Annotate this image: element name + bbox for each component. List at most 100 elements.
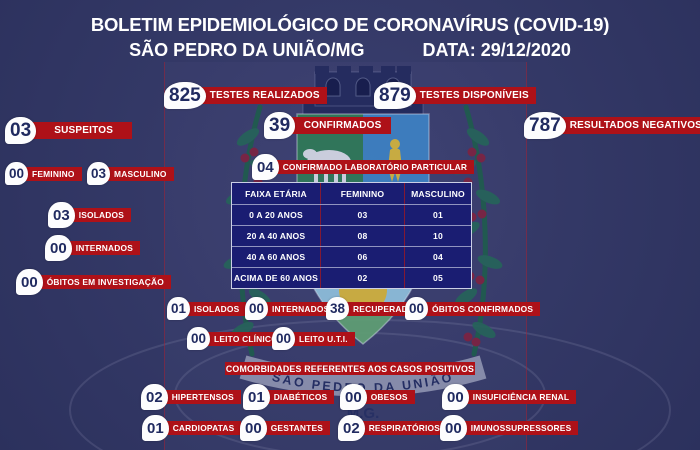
stat-cardiopatas: 01 CARDIOPATAS [142, 415, 242, 441]
table-cell: 08 [320, 226, 404, 246]
stat-leito-clinico: 00 LEITO CLÍNICO [187, 327, 285, 350]
stat-value: 38 [330, 301, 346, 316]
stat-hipertensos: 02 HIPERTENSOS [141, 384, 241, 410]
stat-confirmados-internados: 00 INTERNADOS [245, 297, 337, 320]
table-cell: ACIMA DE 60 ANOS [233, 273, 319, 283]
stat-value-bubble: 03 [87, 162, 111, 185]
stat-value: 879 [379, 84, 411, 106]
stat-value-bubble: 02 [141, 384, 168, 410]
table-cell: 05 [404, 268, 471, 288]
stat-value-bubble: 39 [264, 112, 296, 139]
table-cell: 01 [404, 205, 471, 225]
stat-confirmados: 39 CONFIRMADOS [264, 112, 392, 139]
stat-confirmado-lab-particular: 04 CONFIRMADO LABORATÓRIO PARTICULAR [252, 154, 475, 180]
stat-label: FEMININO [19, 166, 82, 181]
stat-value-bubble: 00 [272, 327, 296, 350]
stat-label: OBESOS [357, 390, 415, 404]
table-cell: 0 A 20 ANOS [249, 210, 303, 220]
stat-value: 04 [257, 158, 274, 176]
stat-label: CONFIRMADOS [286, 117, 392, 134]
stat-value-bubble: 00 [440, 415, 467, 441]
stat-value-bubble: 38 [326, 297, 350, 320]
table-cell: 20 A 40 ANOS [246, 231, 306, 241]
stat-value: 825 [169, 84, 201, 106]
stat-value-bubble: 00 [245, 297, 269, 320]
stat-label: ISOLADOS [181, 301, 247, 316]
header: BOLETIM EPIDEMIOLÓGICO DE CORONAVÍRUS (C… [0, 12, 700, 62]
table-cell: 04 [404, 247, 471, 267]
stat-value: 00 [249, 301, 265, 316]
stat-value: 39 [269, 114, 291, 136]
stat-leito-uti: 00 LEITO U.T.I. [272, 327, 355, 350]
stat-value: 03 [53, 206, 70, 224]
table-header-cell: FAIXA ETÁRIA [245, 188, 307, 199]
stat-label: TESTES DISPONÍVEIS [406, 87, 536, 104]
stat-value-bubble: 00 [405, 297, 429, 320]
stat-value-bubble: 825 [164, 82, 206, 109]
stat-label: ÓBITOS CONFIRMADOS [419, 301, 541, 316]
stat-suspeitos-internados: 00 INTERNADOS [45, 235, 141, 261]
stat-value: 787 [529, 114, 561, 136]
stat-value: 02 [146, 388, 163, 406]
stat-value: 00 [447, 388, 464, 406]
stat-resultados-negativos: 787 RESULTADOS NEGATIVOS [524, 112, 700, 139]
page-title: BOLETIM EPIDEMIOLÓGICO DE CORONAVÍRUS (C… [90, 14, 610, 35]
stat-value-bubble: 00 [16, 269, 43, 295]
stat-insuficiencia-renal: 00 INSUFICIÊNCIA RENAL [442, 384, 577, 410]
stat-label: LEITO U.T.I. [286, 331, 355, 346]
stat-label: INSUFICIÊNCIA RENAL [459, 390, 577, 404]
stat-label: DIABÉTICOS [260, 390, 335, 404]
stat-testes-disponiveis: 879 TESTES DISPONÍVEIS [374, 82, 536, 109]
stat-value-bubble: 01 [167, 297, 191, 320]
stat-value: 00 [445, 419, 462, 437]
stat-suspeitos: 03 SUSPEITOS [5, 117, 133, 144]
stat-confirmados-isolados: 01 ISOLADOS [167, 297, 247, 320]
stat-value-bubble: 01 [243, 384, 270, 410]
stat-value: 00 [276, 331, 292, 346]
stat-value-bubble: 00 [187, 327, 211, 350]
stat-label: MASCULINO [101, 166, 174, 181]
stat-value-bubble: 01 [142, 415, 169, 441]
table-header-row: FAIXA ETÁRIA FEMININO MASCULINO [232, 183, 471, 204]
table-cell: 02 [320, 268, 404, 288]
stat-value: 00 [245, 419, 262, 437]
stat-imunossupressores: 00 IMUNOSSUPRESSORES [440, 415, 579, 441]
stat-value-bubble: 03 [5, 117, 37, 144]
stat-value-bubble: 04 [252, 154, 279, 180]
stat-value-bubble: 00 [5, 162, 29, 185]
stat-label: TESTES REALIZADOS [196, 87, 327, 104]
stat-label: INTERNADOS [62, 241, 141, 255]
stat-label: RESPIRATÓRIOS [355, 421, 447, 435]
city-subtitle: SÃO PEDRO DA UNIÃO/MG [129, 40, 365, 60]
stat-label: CARDIOPATAS [159, 421, 242, 435]
watermark-strip [164, 62, 527, 450]
table-cell: 06 [320, 247, 404, 267]
stat-value: 00 [50, 239, 67, 257]
stat-value: 00 [345, 388, 362, 406]
comorbidades-header: COMORBIDADES REFERENTES AOS CASOS POSITI… [225, 362, 475, 375]
stat-value: 01 [147, 419, 164, 437]
table-row: 0 A 20 ANOS 03 01 [232, 204, 471, 225]
stat-label: ISOLADOS [65, 208, 132, 222]
stat-value-bubble: 00 [240, 415, 267, 441]
table-row: 40 A 60 ANOS 06 04 [232, 246, 471, 267]
table-header-cell: FEMININO [320, 183, 404, 204]
stat-value: 01 [248, 388, 265, 406]
stat-value: 03 [10, 119, 32, 141]
table-cell: 03 [320, 205, 404, 225]
stat-label: SUSPEITOS [27, 122, 133, 139]
table-header-cell: MASCULINO [404, 183, 471, 204]
stat-label: IMUNOSSUPRESSORES [457, 421, 579, 435]
stat-label: CONFIRMADO LABORATÓRIO PARTICULAR [269, 160, 475, 174]
table-cell: 40 A 60 ANOS [246, 252, 306, 262]
stat-value: 01 [171, 301, 187, 316]
stat-obitos-confirmados: 00 ÓBITOS CONFIRMADOS [405, 297, 541, 320]
age-table: FAIXA ETÁRIA FEMININO MASCULINO 0 A 20 A… [231, 182, 472, 289]
stat-value-bubble: 879 [374, 82, 416, 109]
stat-label: HIPERTENSOS [158, 390, 241, 404]
stat-value: 00 [21, 273, 38, 291]
stat-value-bubble: 02 [338, 415, 365, 441]
stat-value-bubble: 00 [45, 235, 72, 261]
stat-value-bubble: 00 [442, 384, 469, 410]
stat-value-bubble: 03 [48, 202, 75, 228]
